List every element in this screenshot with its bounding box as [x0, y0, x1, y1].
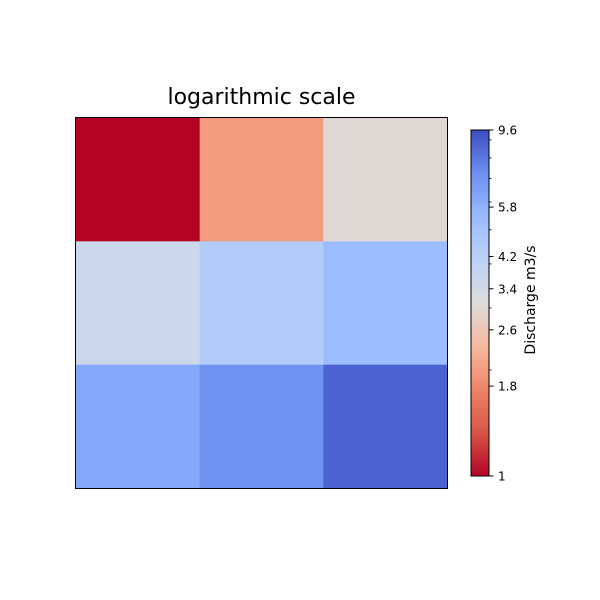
colorbar-label: Discharge m3/s [523, 245, 539, 355]
heatmap-cell [199, 364, 324, 489]
colorbar-tick-label: 4.2 [498, 250, 517, 264]
heatmap-cell [199, 118, 324, 242]
chart-title: logarithmic scale [167, 85, 356, 110]
colorbar-gradient [471, 130, 489, 476]
plot-frame [75, 117, 448, 489]
heatmap-cell [76, 364, 201, 489]
colorbar-tick-label: 1 [498, 470, 506, 484]
heatmap-cell [199, 241, 324, 366]
colorbar-ticks: 1 1.8 2.6 3.4 4.2 5.8 9.6 [489, 124, 517, 484]
heatmap-cell [323, 118, 448, 242]
colorbar-frame [470, 129, 490, 477]
colorbar-tick-label: 3.4 [498, 282, 517, 296]
heatmap-cells [76, 118, 448, 489]
heatmap-cell [76, 118, 201, 242]
heatmap-cell [323, 364, 448, 489]
heatmap-cell [76, 241, 201, 366]
colorbar-tick-label: 2.6 [498, 323, 517, 337]
colorbar-tick-label: 5.8 [498, 201, 517, 215]
colorbar-tick-label: 1.8 [498, 380, 517, 394]
colorbar-tick-label: 9.6 [498, 124, 517, 138]
heatmap-cell [323, 241, 448, 366]
